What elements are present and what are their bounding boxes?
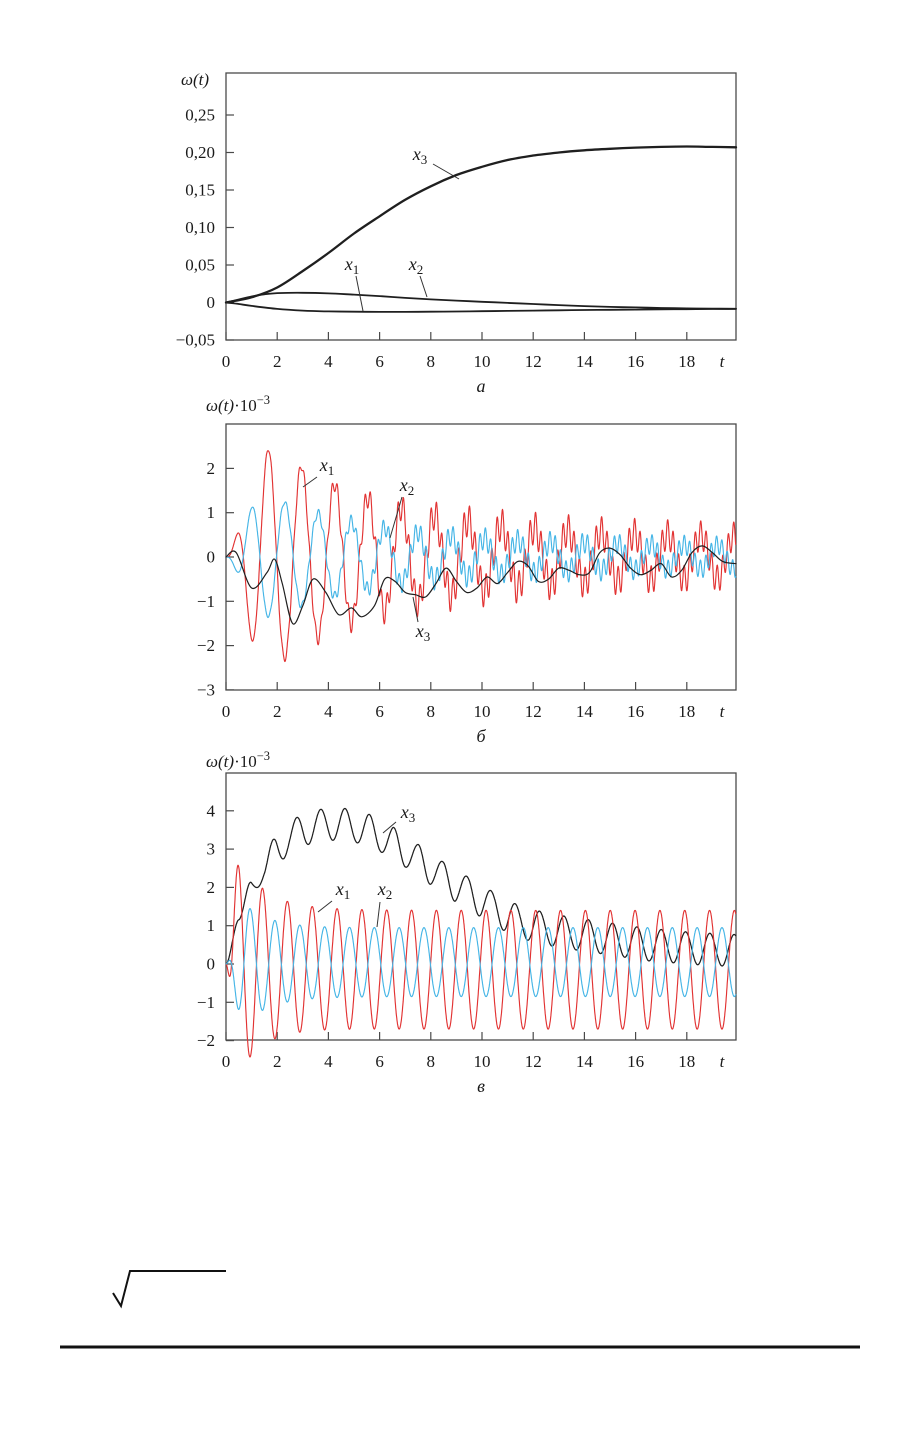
x-tick-label: 18 (678, 1052, 695, 1071)
y-tick-label: 0,25 (185, 106, 215, 125)
x-tick-label: 10 (474, 1052, 491, 1071)
x-tick-label: 0 (222, 1052, 231, 1071)
leader-line-x1 (302, 476, 318, 488)
y-tick-label: 2 (207, 878, 216, 897)
y-tick-label: −3 (197, 680, 215, 699)
chart-sublabel: б (476, 726, 486, 746)
x-tick-label: 18 (678, 702, 695, 721)
chart-b: 0 2 4 6 8 10 12 14 16 18 t210−1−2−3ω(t)·10−3x1x2x3… (197, 393, 737, 746)
curve-label-x1: x1 (344, 254, 360, 277)
x-tick-label: 10 (474, 702, 491, 721)
x-tick-label: 16 (627, 702, 644, 721)
curve-label-x2: x2 (408, 254, 424, 277)
y-tick-label: −0,05 (176, 331, 215, 350)
x-tick-label: 14 (576, 352, 594, 371)
plot-frame (225, 72, 737, 341)
x-tick-label: 10 (474, 352, 491, 371)
y-tick-label: −2 (197, 1031, 215, 1050)
y-tick-label: 2 (207, 459, 216, 478)
y-axis-title: ω(t) (181, 70, 209, 89)
y-tick-label: 0,10 (185, 218, 215, 237)
x-axis-letter: t (720, 1052, 726, 1071)
x-tick-label: 4 (324, 702, 333, 721)
y-tick-label: 1 (207, 503, 216, 522)
x-tick-label: 0 (222, 702, 231, 721)
leader-line-x1 (355, 275, 364, 312)
x-tick-label: 16 (627, 1052, 644, 1071)
leader-line-x2 (419, 275, 428, 298)
y-tick-label: 0 (207, 293, 216, 312)
x-tick-label: 4 (324, 352, 333, 371)
x-tick-label: 14 (576, 702, 594, 721)
plot-frame (225, 423, 737, 691)
y-axis-title: ω(t)·10−3 (206, 393, 270, 415)
series-x1 (225, 450, 737, 663)
series-x3 (225, 807, 737, 967)
formula-fragment-and-rule (60, 1270, 860, 1349)
y-tick-label: 3 (207, 840, 216, 859)
leader-line-x3 (382, 821, 397, 834)
x-tick-label: 14 (576, 1052, 594, 1071)
x-tick-label: 18 (678, 352, 695, 371)
series-x2 (225, 291, 737, 310)
series-x1 (225, 864, 737, 1058)
footer-rule (60, 1345, 860, 1349)
chart-a: 0 2 4 6 8 10 12 14 16 18 t 0,25 0,20 0,15 0,10 0,05 0 −0,… (176, 70, 738, 396)
x-tick-label: 12 (525, 352, 542, 371)
x-tick-label: 6 (375, 352, 384, 371)
leader-line-x2 (389, 496, 403, 539)
y-tick-label: 0,20 (185, 143, 215, 162)
curve-label-x3: x3 (412, 144, 428, 167)
x-tick-label: 16 (627, 352, 644, 371)
chart-sublabel: в (477, 1076, 485, 1096)
leader-line-x3 (432, 163, 460, 180)
chart-sublabel: а (477, 376, 486, 396)
y-tick-label: −1 (197, 993, 215, 1012)
x-axis-letter: t (720, 702, 726, 721)
y-tick-label: 1 (207, 916, 216, 935)
y-axis-title: ω(t)·10−3 (206, 749, 270, 771)
y-tick-label: 0 (207, 955, 216, 974)
curve-label-x1: x1 (319, 455, 335, 478)
y-tick-label: 0,05 (185, 256, 215, 275)
x-axis-letter: t (720, 352, 726, 371)
series-x3 (225, 545, 737, 625)
x-tick-label: 8 (427, 352, 436, 371)
plot-frame (225, 772, 737, 1041)
y-tick-label: −1 (197, 592, 215, 611)
leader-line-x2 (376, 901, 381, 928)
leader-line-x1 (317, 900, 333, 913)
y-tick-label: 0 (207, 548, 216, 567)
series-x2 (225, 501, 737, 619)
x-tick-label: 6 (375, 1052, 384, 1071)
x-tick-label: 12 (525, 1052, 542, 1071)
curve-label-x3: x3 (415, 621, 431, 644)
x-tick-label: 0 (222, 352, 231, 371)
series-x3 (224, 145, 738, 304)
y-tick-label: −2 (197, 636, 215, 655)
y-tick-label: 4 (207, 801, 216, 820)
curve-label-x1: x1 (335, 879, 351, 902)
x-tick-label: 2 (273, 1052, 282, 1071)
sqrt-radical-fragment (112, 1270, 226, 1309)
curve-label-x2: x2 (399, 475, 415, 498)
x-tick-label: 4 (324, 1052, 333, 1071)
y-tick-label: 0,15 (185, 181, 215, 200)
x-tick-label: 8 (427, 702, 436, 721)
series-x2 (225, 908, 737, 1011)
x-tick-label: 12 (525, 702, 542, 721)
x-tick-label: 8 (427, 1052, 436, 1071)
series-x1 (225, 301, 737, 313)
leader-line-x3 (412, 596, 419, 623)
curve-label-x3: x3 (400, 802, 416, 825)
x-tick-label: 2 (273, 702, 282, 721)
x-tick-label: 2 (273, 352, 282, 371)
x-tick-label: 6 (375, 702, 384, 721)
curve-label-x2: x2 (377, 879, 393, 902)
